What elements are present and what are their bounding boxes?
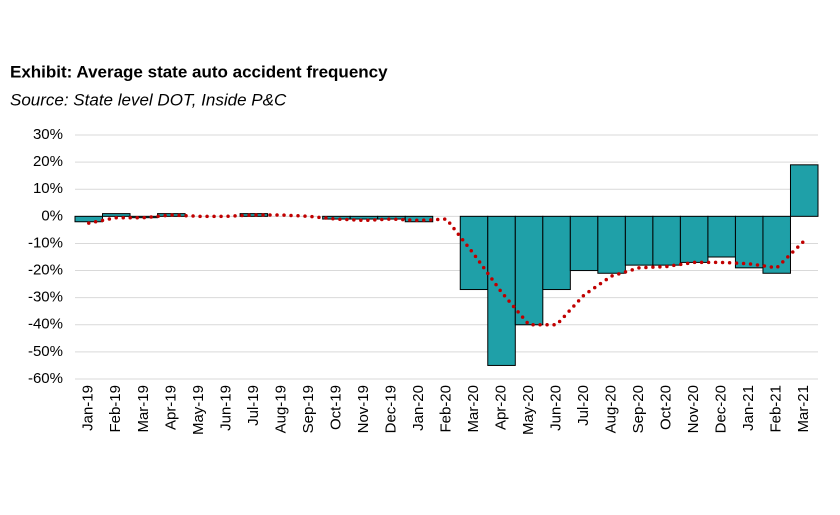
bar: [624, 215, 654, 266]
bar: [679, 215, 709, 263]
x-tick-label: May-20: [520, 385, 537, 435]
x-tick-label: Mar-19: [135, 385, 152, 433]
bar: [569, 215, 599, 272]
x-tick-label: Oct-20: [658, 385, 675, 430]
y-tick-label: -30%: [28, 289, 63, 306]
bar: [459, 215, 489, 291]
bar: [762, 215, 791, 274]
x-tick-label: Aug-20: [603, 385, 620, 433]
y-tick-label: 0%: [41, 207, 63, 224]
y-tick-label: -20%: [28, 262, 63, 279]
x-tick-label: Jan-19: [80, 385, 97, 431]
x-tick-label: Feb-19: [107, 385, 124, 433]
y-tick-label: 30%: [33, 126, 63, 143]
x-tick-label: May-19: [190, 385, 207, 435]
x-tick-label: Dec-19: [382, 385, 399, 433]
chart-subtitle: Source: State level DOT, Inside P&C: [10, 90, 287, 109]
bar: [652, 215, 681, 266]
bar: [707, 215, 736, 258]
x-tick-label: Aug-19: [272, 385, 289, 433]
x-tick-label: Nov-19: [355, 385, 372, 433]
x-tick-label: Nov-20: [685, 385, 702, 433]
x-tick-label: Dec-20: [713, 385, 730, 433]
x-tick-label: Feb-20: [437, 385, 454, 433]
y-tick-label: -50%: [28, 343, 63, 360]
bar: [404, 215, 434, 223]
trend-line: [87, 213, 806, 327]
x-tick-label: Jan-20: [410, 385, 427, 431]
x-tick-label: Feb-21: [768, 385, 785, 433]
bar: [734, 215, 764, 269]
x-tick-label: Jun-20: [548, 385, 565, 431]
y-tick-label: -40%: [28, 316, 63, 333]
bar: [239, 213, 269, 217]
y-tick-label: -10%: [28, 234, 63, 251]
x-tick-label: Jul-19: [245, 385, 262, 426]
x-tick-label: Sep-20: [630, 385, 647, 433]
x-tick-label: Apr-19: [162, 385, 179, 430]
bar: [542, 215, 571, 291]
x-tick-label: Oct-19: [327, 385, 344, 430]
bar: [514, 215, 544, 326]
x-tick-label: Mar-20: [465, 385, 482, 433]
bar: [597, 215, 626, 274]
y-tick-label: 20%: [33, 153, 63, 170]
chart-title: Exhibit: Average state auto accident fre…: [10, 62, 388, 81]
x-tick-label: Apr-20: [493, 385, 510, 430]
bar: [102, 213, 131, 217]
y-tick-label: 10%: [33, 180, 63, 197]
bar: [789, 164, 819, 217]
x-tick-label: Jan-21: [740, 385, 757, 431]
bar: [74, 215, 104, 223]
x-tick-label: Jun-19: [217, 385, 234, 431]
x-tick-label: Sep-19: [300, 385, 317, 433]
x-tick-label: Jul-20: [575, 385, 592, 426]
y-tick-label: -60%: [28, 370, 63, 387]
x-tick-label: Mar-21: [795, 385, 812, 433]
